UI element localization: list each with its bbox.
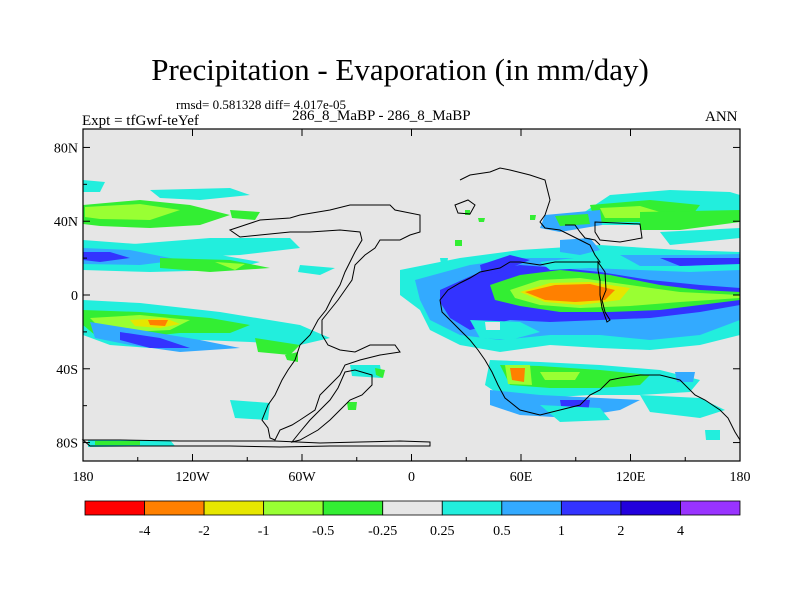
colorbar-label: 0.25 bbox=[430, 524, 455, 539]
colorbar-label: -0.5 bbox=[312, 524, 334, 539]
americas-outline bbox=[228, 204, 421, 441]
field-indian-ocean bbox=[400, 238, 740, 352]
colorbar-swatch bbox=[441, 500, 503, 516]
colorbar-swatch bbox=[501, 500, 562, 516]
field-north-pacific-band bbox=[83, 180, 300, 258]
x-tick-label: 120E bbox=[616, 470, 646, 485]
field-south-indian bbox=[485, 360, 725, 440]
x-tick-label: 180 bbox=[73, 470, 94, 485]
y-tick-label: 40S bbox=[56, 363, 78, 378]
x-tick-label: 120W bbox=[175, 470, 210, 485]
colorbar-label: -4 bbox=[139, 524, 151, 539]
x-tick-label: 60W bbox=[288, 470, 316, 485]
colorbar-swatch bbox=[620, 500, 681, 516]
africa-eurasia-outline bbox=[439, 167, 741, 441]
x-tick-label: 180 bbox=[730, 470, 751, 485]
indian-peninsula-outline bbox=[597, 260, 611, 323]
colorbar-swatch bbox=[84, 500, 145, 516]
y-tick-label: 80S bbox=[56, 437, 78, 452]
colorbar-label: -2 bbox=[198, 524, 210, 539]
y-tick-label: 40N bbox=[54, 215, 78, 230]
stats-label: rmsd= 0.581328 diff= 4.017e-05 bbox=[176, 97, 347, 112]
season-label: ANN bbox=[705, 109, 738, 125]
greenland-outline bbox=[454, 199, 476, 215]
colorbar: -4 -2 -1 -0.5 -0.25 0.25 0.5 1 2 4 bbox=[84, 500, 741, 539]
x-tick-label: 60E bbox=[510, 470, 533, 485]
colorbar-label: 4 bbox=[677, 524, 684, 539]
south-america-inner-outline bbox=[290, 369, 373, 443]
field-southern-ocean bbox=[88, 365, 385, 447]
japan-outline bbox=[594, 221, 643, 243]
y-tick-label: 0 bbox=[71, 289, 78, 304]
colorbar-label: 1 bbox=[558, 524, 565, 539]
field-south-pacific-band bbox=[83, 300, 330, 362]
axis-layer: 180 120W 60W 0 60E 120E 180 80N 40N 0 40S 80S bbox=[54, 129, 751, 485]
colorbar-swatch bbox=[203, 500, 265, 516]
precip-field bbox=[83, 180, 740, 447]
field-tropical-north-pacific bbox=[83, 240, 335, 275]
colorbar-swatch bbox=[322, 500, 384, 516]
arabia-outline bbox=[565, 224, 601, 246]
chart-title: Precipitation - Evaporation (in mm/day) bbox=[151, 52, 649, 87]
colorbar-swatch bbox=[680, 500, 741, 516]
colorbar-swatch bbox=[560, 500, 622, 516]
continent-outlines bbox=[81, 167, 741, 448]
antarctic-outline bbox=[81, 439, 431, 448]
case-label: 286_8_MaBP - 286_8_MaBP bbox=[292, 108, 471, 124]
experiment-label: Expt = tfGwf-teYef bbox=[82, 113, 199, 129]
colorbar-swatch bbox=[382, 500, 443, 516]
colorbar-label: -1 bbox=[258, 524, 270, 539]
colorbar-swatch bbox=[263, 500, 324, 516]
colorbar-swatch bbox=[144, 500, 205, 516]
x-tick-label: 0 bbox=[408, 470, 415, 485]
colorbar-label: 2 bbox=[617, 524, 624, 539]
colorbar-label: 0.5 bbox=[493, 524, 511, 539]
y-tick-label: 80N bbox=[54, 141, 78, 156]
field-asia-north bbox=[440, 190, 740, 264]
colorbar-label: -0.25 bbox=[368, 524, 397, 539]
